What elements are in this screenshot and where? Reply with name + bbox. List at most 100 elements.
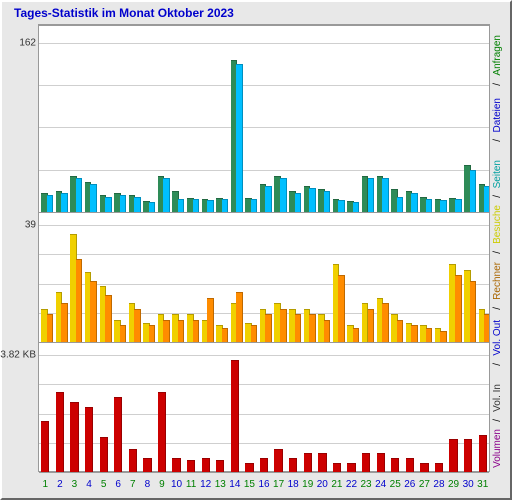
- legend-dateien: Dateien: [492, 98, 503, 132]
- bar-rechner: [470, 281, 477, 343]
- panel-mid: [39, 213, 489, 343]
- xlabel-day: 21: [331, 479, 342, 490]
- bar-dateien: [120, 195, 127, 213]
- bar-dateien: [76, 178, 83, 213]
- right-legend: Volumen/Vol. In/Vol. Out/Rechner/Besuche…: [492, 24, 506, 472]
- xlabel-day: 25: [390, 479, 401, 490]
- legend-besuche: Besuche: [492, 205, 503, 244]
- xlabel-day: 24: [375, 479, 386, 490]
- bar-rechner: [324, 320, 331, 343]
- bar-dateien: [61, 193, 68, 213]
- bar-volumen: [41, 421, 49, 473]
- bar-rechner: [61, 303, 68, 343]
- bar-rechner: [120, 325, 127, 343]
- bar-dateien: [426, 199, 433, 213]
- bar-volumen: [289, 458, 297, 473]
- xlabel-day: 17: [273, 479, 284, 490]
- bar-volumen: [231, 360, 239, 473]
- bar-rechner: [105, 295, 112, 343]
- xlabel-day: 10: [171, 479, 182, 490]
- xlabel-day: 19: [302, 479, 313, 490]
- bar-rechner: [309, 314, 316, 343]
- bar-volumen: [56, 392, 64, 473]
- bar-volumen: [143, 458, 151, 473]
- bar-dateien: [47, 195, 54, 213]
- bar-rechner: [455, 275, 462, 343]
- bar-rechner: [411, 325, 418, 343]
- bar-rechner: [236, 292, 243, 343]
- legend-seiten: Seiten: [492, 160, 503, 188]
- xlabel-day: 13: [215, 479, 226, 490]
- bar-rechner: [295, 314, 302, 343]
- bar-volumen: [479, 435, 487, 473]
- bar-volumen: [449, 439, 457, 473]
- bar-dateien: [470, 170, 477, 213]
- xlabel-day: 20: [317, 479, 328, 490]
- bar-volumen: [70, 402, 78, 473]
- bar-volumen: [304, 453, 312, 473]
- panel-top: [39, 25, 489, 213]
- bar-dateien: [134, 197, 141, 213]
- ylabel-bot: 43.82 KB: [0, 350, 36, 361]
- xlabel-day: 11: [186, 479, 196, 490]
- bar-dateien: [193, 199, 200, 213]
- legend-volumen: Volumen: [492, 429, 503, 468]
- ylabel-mid: 39: [25, 220, 36, 231]
- xlabel-day: 31: [477, 479, 488, 490]
- bar-volumen: [158, 392, 166, 473]
- xlabel-day: 8: [145, 479, 151, 490]
- bar-rechner: [251, 325, 258, 343]
- bar-dateien: [163, 178, 170, 213]
- bar-volumen: [202, 458, 210, 473]
- xlabel-day: 3: [72, 479, 78, 490]
- xlabel-day: 28: [433, 479, 444, 490]
- bar-volumen: [391, 458, 399, 473]
- stats-frame: Tages-Statistik im Monat Oktober 2023 12…: [0, 0, 512, 500]
- bar-volumen: [172, 458, 180, 473]
- bar-rechner: [163, 320, 170, 343]
- bar-dateien: [455, 199, 462, 213]
- panel-bot: [39, 343, 489, 473]
- xlabel-day: 14: [229, 479, 240, 490]
- xlabel-day: 18: [288, 479, 299, 490]
- bar-volumen: [274, 449, 282, 473]
- bar-rechner: [397, 320, 404, 343]
- bar-rechner: [265, 314, 272, 343]
- bar-rechner: [484, 314, 489, 343]
- xlabel-day: 5: [101, 479, 107, 490]
- legend-vol-out: Vol. Out: [492, 320, 503, 356]
- xlabel-day: 16: [258, 479, 269, 490]
- bar-rechner: [134, 309, 141, 343]
- xlabel-day: 1: [43, 479, 49, 490]
- bar-rechner: [280, 309, 287, 343]
- bar-rechner: [338, 275, 345, 343]
- xlabel-day: 15: [244, 479, 255, 490]
- bar-rechner: [353, 328, 360, 343]
- bar-rechner: [76, 259, 83, 344]
- xlabel-day: 30: [463, 479, 474, 490]
- legend-anfragen: Anfragen: [492, 35, 503, 76]
- xlabel-day: 26: [404, 479, 415, 490]
- bar-volumen: [362, 453, 370, 473]
- bar-rechner: [149, 325, 156, 343]
- bar-dateien: [265, 186, 272, 213]
- bar-dateien: [105, 197, 112, 213]
- bar-volumen: [260, 458, 268, 473]
- chart-title: Tages-Statistik im Monat Oktober 2023: [14, 6, 234, 20]
- bar-volumen: [377, 453, 385, 473]
- bar-dateien: [251, 199, 258, 213]
- bar-dateien: [295, 193, 302, 213]
- bar-rechner: [178, 320, 185, 343]
- bar-volumen: [318, 453, 326, 473]
- legend-vol-in: Vol. In: [492, 384, 503, 412]
- bar-dateien: [397, 197, 404, 213]
- bar-rechner: [426, 328, 433, 343]
- bar-rechner: [90, 281, 97, 343]
- xlabel-day: 2: [57, 479, 63, 490]
- xlabel-day: 22: [346, 479, 357, 490]
- bar-volumen: [406, 458, 414, 473]
- xlabel-day: 4: [86, 479, 92, 490]
- legend-rechner: Rechner: [492, 262, 503, 300]
- bar-dateien: [368, 178, 375, 213]
- ylabel-top: 162: [19, 37, 36, 48]
